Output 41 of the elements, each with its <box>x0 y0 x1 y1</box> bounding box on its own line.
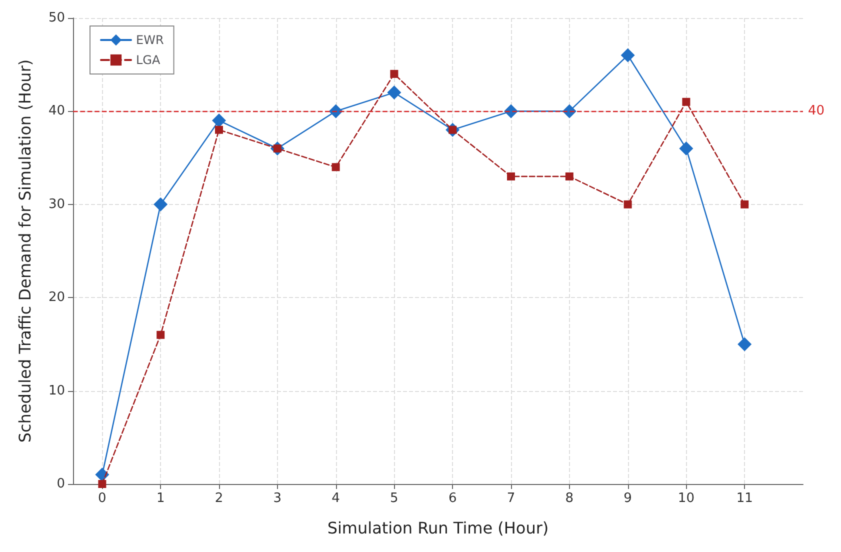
point <box>565 172 574 180</box>
point <box>212 114 226 128</box>
x-tick-label: 3 <box>273 491 282 506</box>
point <box>682 98 690 106</box>
point <box>387 86 402 100</box>
point <box>215 126 223 134</box>
point <box>624 200 632 208</box>
point <box>154 197 168 212</box>
x-tick-label: 4 <box>332 491 340 506</box>
point <box>679 141 694 156</box>
point <box>156 330 165 339</box>
y-tick-label: 30 <box>48 196 65 212</box>
point <box>328 104 343 118</box>
y-tick-label: 10 <box>48 383 65 398</box>
x-tick-label: 5 <box>390 491 398 506</box>
x-tick-label: 2 <box>214 491 224 506</box>
x-tick-label: 0 <box>98 491 106 506</box>
x-tick-label: 6 <box>448 491 457 506</box>
point <box>390 70 398 78</box>
x-axis-title: Simulation Run Time (Hour) <box>327 518 549 538</box>
y-tick-label: 40 <box>48 104 65 119</box>
legend-label: EWR <box>136 33 164 47</box>
point <box>620 48 635 62</box>
x-tick-label: 8 <box>565 491 574 506</box>
x-tick-label: 9 <box>624 491 632 506</box>
point <box>738 337 752 352</box>
y-tick-label: 0 <box>56 476 65 492</box>
point <box>740 200 749 208</box>
legend-label: LGA <box>136 53 161 67</box>
y-axis-title: Scheduled Traffic Demand for Simulation (Hour) <box>16 59 34 443</box>
point <box>98 480 106 488</box>
x-tick-label: 11 <box>736 491 753 506</box>
x-tick-label: 7 <box>506 491 516 506</box>
x-tick-label: 1 <box>156 491 165 506</box>
ref-line-label: 40 <box>808 104 825 119</box>
y-tick-label: 50 <box>48 10 65 26</box>
x-tick-label: 10 <box>678 491 694 506</box>
point <box>507 172 515 180</box>
point <box>332 163 340 172</box>
point <box>562 104 576 118</box>
y-tick-label: 20 <box>48 290 65 306</box>
